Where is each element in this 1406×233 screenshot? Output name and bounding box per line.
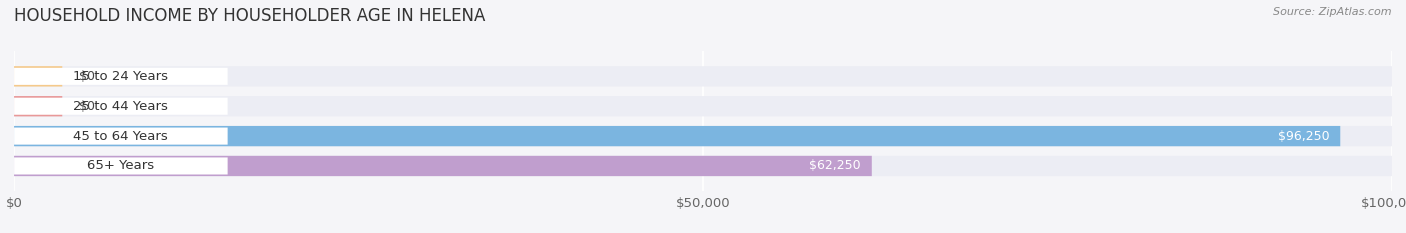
FancyBboxPatch shape xyxy=(14,66,62,86)
Text: $0: $0 xyxy=(79,100,94,113)
Text: 15 to 24 Years: 15 to 24 Years xyxy=(73,70,169,83)
Text: 45 to 64 Years: 45 to 64 Years xyxy=(73,130,169,143)
Text: Source: ZipAtlas.com: Source: ZipAtlas.com xyxy=(1274,7,1392,17)
Text: 65+ Years: 65+ Years xyxy=(87,159,155,172)
FancyBboxPatch shape xyxy=(14,66,1392,86)
FancyBboxPatch shape xyxy=(14,96,1392,116)
FancyBboxPatch shape xyxy=(14,156,1392,176)
Text: 25 to 44 Years: 25 to 44 Years xyxy=(73,100,169,113)
FancyBboxPatch shape xyxy=(14,126,1340,146)
Text: $62,250: $62,250 xyxy=(808,159,860,172)
FancyBboxPatch shape xyxy=(14,158,228,175)
Text: HOUSEHOLD INCOME BY HOUSEHOLDER AGE IN HELENA: HOUSEHOLD INCOME BY HOUSEHOLDER AGE IN H… xyxy=(14,7,485,25)
FancyBboxPatch shape xyxy=(14,96,62,116)
FancyBboxPatch shape xyxy=(14,127,228,145)
FancyBboxPatch shape xyxy=(14,156,872,176)
Text: $0: $0 xyxy=(79,70,94,83)
FancyBboxPatch shape xyxy=(14,68,228,85)
FancyBboxPatch shape xyxy=(14,98,228,115)
Text: $96,250: $96,250 xyxy=(1278,130,1329,143)
FancyBboxPatch shape xyxy=(14,126,1392,146)
